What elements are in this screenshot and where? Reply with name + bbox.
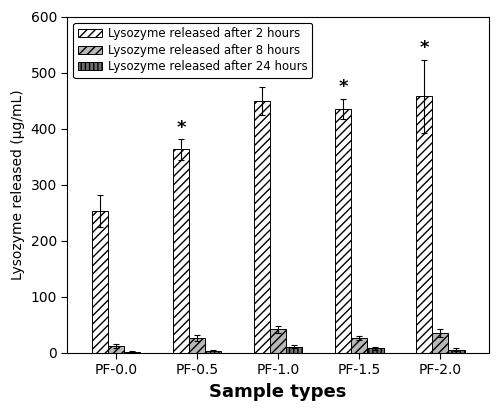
Text: *: * [257,66,266,84]
Bar [254,101,270,353]
Bar [368,349,384,353]
Bar [108,346,124,353]
Bar [270,329,286,353]
Bar [124,352,140,353]
Bar [92,211,108,353]
Bar [335,109,351,353]
Bar [448,349,464,353]
Bar [351,338,368,353]
Bar [205,351,222,353]
Bar [189,338,205,353]
Bar [432,333,448,353]
X-axis label: Sample types: Sample types [210,383,347,401]
Text: *: * [420,39,429,57]
Bar [416,96,432,353]
Bar [173,150,189,353]
Text: *: * [338,78,348,96]
Legend: Lysozyme released after 2 hours, Lysozyme released after 8 hours, Lysozyme relea: Lysozyme released after 2 hours, Lysozym… [74,23,312,78]
Y-axis label: Lysozyme released (µg/mL): Lysozyme released (µg/mL) [11,89,25,280]
Bar [286,347,302,353]
Text: *: * [176,119,186,136]
